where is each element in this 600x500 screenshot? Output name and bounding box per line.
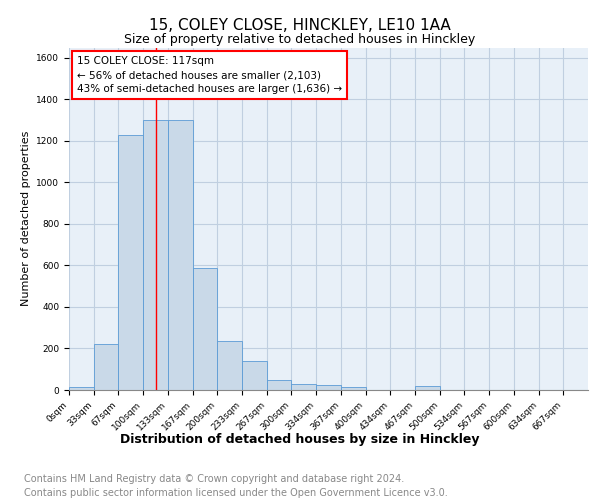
Text: Distribution of detached houses by size in Hinckley: Distribution of detached houses by size … (120, 432, 480, 446)
Bar (217, 341, 242, 390)
Text: 15, COLEY CLOSE, HINCKLEY, LE10 1AA: 15, COLEY CLOSE, HINCKLEY, LE10 1AA (149, 18, 451, 32)
Bar (316, 386, 341, 390)
Bar (69, 387, 94, 390)
Bar (415, 386, 440, 390)
Bar (143, 120, 168, 390)
Text: Size of property relative to detached houses in Hinckley: Size of property relative to detached ho… (124, 32, 476, 46)
Y-axis label: Number of detached properties: Number of detached properties (21, 131, 31, 306)
Bar (118, 134, 143, 390)
Bar (242, 361, 267, 390)
Text: Contains HM Land Registry data © Crown copyright and database right 2024.
Contai: Contains HM Land Registry data © Crown c… (24, 474, 448, 498)
Bar (168, 120, 193, 390)
Bar (341, 388, 365, 390)
Bar (193, 268, 217, 390)
Bar (94, 344, 118, 390)
Text: 15 COLEY CLOSE: 117sqm
← 56% of detached houses are smaller (2,103)
43% of semi-: 15 COLEY CLOSE: 117sqm ← 56% of detached… (77, 56, 342, 94)
Bar (267, 380, 292, 390)
Bar (292, 384, 316, 390)
